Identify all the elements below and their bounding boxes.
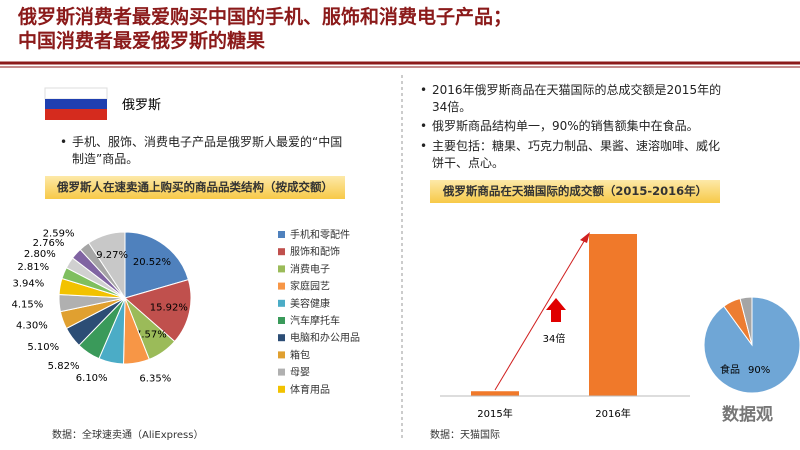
data-label: 4.15% <box>11 299 43 310</box>
legend-swatch <box>278 368 285 376</box>
watermark: 数据观 <box>722 405 773 425</box>
legend-swatch <box>278 282 285 290</box>
legend-swatch <box>278 265 285 273</box>
data-label: 7.57% <box>135 330 167 341</box>
data-label: 4.30% <box>16 321 48 332</box>
bullet: 手机、服饰、消费电子产品是俄罗斯人最爱的“中国制造”商品。 <box>60 134 352 168</box>
legend-swatch <box>278 385 285 393</box>
data-label: 6.10% <box>76 373 108 384</box>
pie-slice <box>123 279 192 343</box>
legend-swatch <box>278 334 285 342</box>
legend-label: 服饰和配饰 <box>290 245 340 258</box>
title-line: 中国消费者最爱俄罗斯的糖果 <box>18 30 266 52</box>
flag <box>44 87 108 120</box>
growth-arrow-head <box>580 232 590 243</box>
legend-label: 母婴 <box>290 367 310 379</box>
legend-label: 美容健康 <box>290 297 330 310</box>
data-label: 20.52% <box>133 257 171 268</box>
pie-slice <box>739 296 753 346</box>
data-label: 2.80% <box>24 249 56 260</box>
legend-swatch <box>278 231 285 238</box>
data-label: 90% <box>748 365 770 376</box>
legend-label: 家庭园艺 <box>290 280 330 293</box>
growth-arrow <box>494 237 587 391</box>
bar <box>471 391 519 396</box>
x-tick-label: 2015年 <box>477 407 512 420</box>
data-label: 5.82% <box>48 361 80 372</box>
up-arrow <box>546 298 566 322</box>
banner: 俄罗斯人在速卖通上购买的商品品类结构（按成交额） <box>45 176 345 199</box>
legend-label: 手机和零配件 <box>290 228 350 241</box>
data-label: 2.76% <box>33 238 65 249</box>
data-label: 3.94% <box>12 279 44 290</box>
legend-label: 体育用品 <box>290 383 330 396</box>
data-label: 2.81% <box>17 262 49 273</box>
legend-label: 消费电子 <box>290 262 330 275</box>
data-label: 6.35% <box>139 374 171 385</box>
data-label: 9.27% <box>96 250 128 261</box>
data-label: 2.59% <box>43 228 75 239</box>
legend-swatch <box>278 317 285 324</box>
pie-label: 食品 <box>720 363 740 376</box>
source: 数据：天猫国际 <box>430 430 500 441</box>
legend-label: 电脑和办公用品 <box>290 331 360 344</box>
data-label: 5.10% <box>27 342 59 353</box>
country: 俄罗斯 <box>122 98 162 113</box>
pie-slice <box>88 231 126 300</box>
banner: 俄罗斯商品在天猫国际的成交额（2015-2016年） <box>430 180 720 203</box>
legend-label: 箱包 <box>290 348 310 361</box>
source: 数据：全球速卖通（AliExpress） <box>52 430 204 441</box>
bullet: 主要包括：糖果、巧克力制品、果酱、速溶咖啡、威化饼干、点心。 <box>420 138 722 172</box>
annotation: 34倍 <box>543 332 566 345</box>
title-line: 俄罗斯消费者最爱购买中国的手机、服饰和消费电子产品； <box>18 6 513 28</box>
bullet: 2016年俄罗斯商品在天猫国际的总成交额是2015年的34倍。 <box>420 82 722 116</box>
legend-swatch <box>278 299 285 307</box>
legend-swatch <box>278 351 285 359</box>
x-tick-label: 2016年 <box>595 407 630 420</box>
pie-slice <box>124 231 190 299</box>
bullet: 俄罗斯商品结构单一，90%的销售额集中在食品。 <box>420 118 722 135</box>
data-label: 15.92% <box>150 303 188 314</box>
legend-swatch <box>278 248 285 256</box>
bar <box>589 234 637 396</box>
legend-label: 汽车摩托车 <box>290 314 340 327</box>
